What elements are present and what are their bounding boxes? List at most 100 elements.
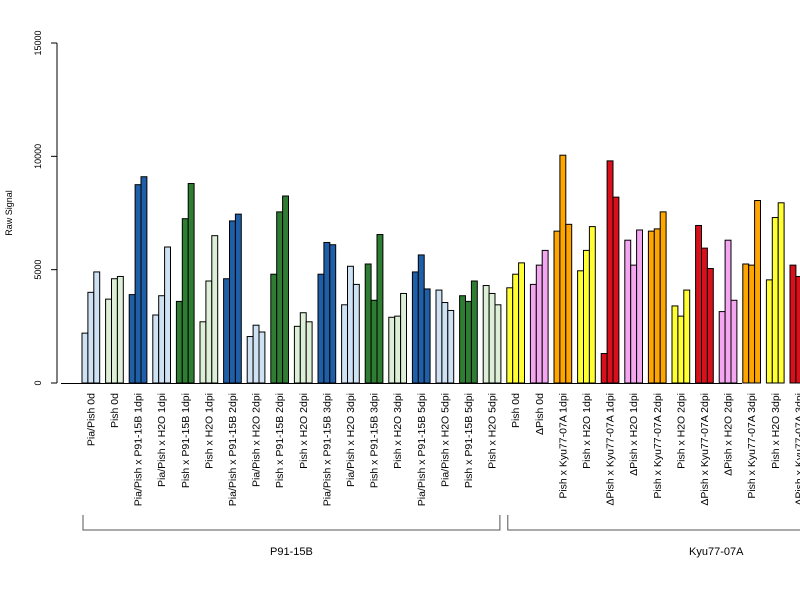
bar [205,280,213,384]
x-tick-label: Pish x H2O 1dpi [581,393,593,469]
bar [600,353,608,384]
bar [506,287,514,384]
bar [695,224,702,384]
bar [671,305,679,384]
x-tick-label: Pish x Kyu77-07A 2dpi [652,393,664,499]
bar [229,220,236,384]
bar [612,196,620,384]
bar [583,249,590,384]
y-tick-label: 10000 [33,144,43,169]
bar [164,246,172,384]
group-bracket [82,515,501,531]
bar [765,279,773,384]
bar [400,292,408,384]
bar [559,154,567,384]
bar [653,228,661,384]
bar [293,325,301,384]
x-tick-label: Pia/Pish x P91-15B 1dpi [133,393,145,506]
x-tick-label: Pish x Kyu77-07A 3dpi [746,393,758,499]
bar [488,292,496,384]
x-tick-label: Pish 0d [109,393,121,428]
bar [724,239,732,384]
bar [329,244,337,384]
bar [175,300,183,384]
x-tick-label: ΔPish x Kyu77-07A 1dpi [605,393,617,506]
x-tick-label: Pish x Kyu77-07A 1dpi [557,393,569,499]
y-axis: 0 5000 10000 15000 [33,30,58,386]
bar [181,218,189,384]
bar [647,230,655,384]
bar [411,271,419,384]
bar [636,229,643,384]
x-tick-label: Pish x H2O 3dpi [770,393,782,469]
bars [81,154,800,384]
x-tick-label: Pish x H2O 5dpi [487,393,499,469]
bar [795,275,800,384]
bar [376,234,384,384]
x-tick-label: Pish x H2O 2dpi [675,393,687,469]
bar [87,291,95,384]
bar [116,275,124,384]
x-tick-label: ΔPish 0d [534,393,546,435]
bar [754,200,761,384]
bar [470,280,478,384]
bar [323,241,331,384]
bar [541,249,549,384]
bar [789,264,797,384]
bar [459,295,467,384]
x-tick-label: Pish 0d [510,393,522,428]
bar [364,263,372,384]
bar [282,195,290,384]
x-tick-label: Pish x P91-15B 1dpi [180,393,192,488]
bar [423,288,431,384]
x-tick-label: Pia/Pish x H2O 2dpi [251,393,263,487]
y-axis-label: Raw Signal [4,190,14,236]
bar [683,289,691,384]
y-tick-label: 15000 [33,30,43,55]
bar [234,213,242,384]
bar [494,304,502,384]
x-tick-label: Pia/Pish x P91-15B 5dpi [416,393,428,506]
bar [771,217,779,384]
group-brackets: P91-15B Kyu77-07A [82,515,800,558]
x-tick-label: Pia/Pish x P91-15B 3dpi [321,393,333,506]
bar [317,273,325,384]
y-tick-label: 5000 [33,260,43,280]
bar [529,283,537,384]
x-axis: Pia/Pish 0d Pish 0d Pia/Pish x P91-15B 1dp… [61,383,800,506]
bar [352,283,360,384]
x-tick-label: ΔPish x Kyu77-07A 3dpi [793,393,800,506]
x-tick-label: Pia/Pish x P91-15B 2dpi [227,393,239,506]
bar [518,262,525,384]
bar [140,176,148,384]
bar [341,304,349,384]
bar [158,295,166,384]
bar [111,278,118,384]
bar [258,331,266,384]
bar [742,263,750,384]
bar [447,309,455,384]
bar [730,299,738,384]
bar [659,211,667,384]
bar [252,324,260,384]
x-tick-label: Pia/Pish 0d [85,393,97,446]
bar [246,336,254,384]
bar [606,160,614,384]
group-bracket [507,515,800,531]
bar [553,230,561,384]
bar [565,223,573,384]
bar [677,315,685,384]
bar [388,316,396,384]
bar [152,314,160,384]
bar [512,273,520,384]
bar [718,311,726,384]
x-tick-label: Pish x P91-15B 2dpi [274,393,286,488]
bar [370,299,378,384]
x-tick-label: ΔPish x H2O 1dpi [628,393,640,476]
bar [706,268,714,384]
x-tick-label: Pish x H2O 3dpi [392,393,404,469]
bar [482,285,490,384]
x-tick-label: Pish x P91-15B 5dpi [463,393,475,488]
